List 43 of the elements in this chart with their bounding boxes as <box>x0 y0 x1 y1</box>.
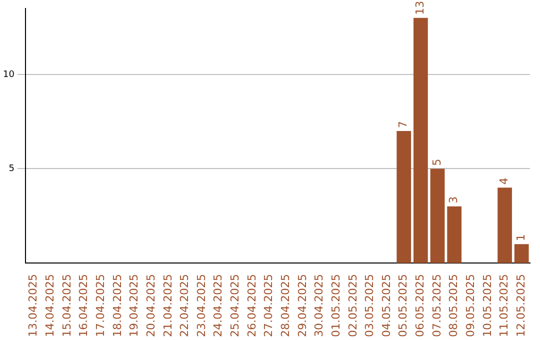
data-label: 7 <box>396 120 410 128</box>
bar <box>396 130 412 264</box>
x-tick-label: 17.04.2025 <box>94 274 107 338</box>
x-tick-label: 27.04.2025 <box>262 274 276 338</box>
x-tick-label: 22.04.2025 <box>178 274 192 338</box>
x-tick-label: 15.04.2025 <box>60 274 74 338</box>
x-tick-label: 16.04.2025 <box>77 274 90 338</box>
x-tick-label: 10.05.2025 <box>480 274 494 338</box>
data-label: 13 <box>414 0 427 15</box>
bar <box>447 206 462 264</box>
x-tick-label: 06.05.2025 <box>414 274 427 338</box>
bar <box>430 168 445 264</box>
bar <box>413 18 428 264</box>
x-tick-label: 25.04.2025 <box>228 274 242 338</box>
x-tick-label: 04.05.2025 <box>380 274 393 338</box>
x-tick-label: 21.04.2025 <box>161 274 174 338</box>
x-tick-label: 23.04.2025 <box>194 274 208 338</box>
x-tick-label: 01.05.2025 <box>329 274 342 338</box>
data-label: 3 <box>447 196 460 204</box>
x-tick-label: 29.04.2025 <box>296 274 309 338</box>
data-label: 4 <box>498 178 511 185</box>
x-tick-label: 12.05.2025 <box>514 274 528 338</box>
x-tick-label: 18.04.2025 <box>110 274 124 338</box>
x-tick-label: 13.04.2025 <box>26 274 40 338</box>
x-tick-label: 28.04.2025 <box>278 274 292 338</box>
bar <box>498 188 512 264</box>
x-tick-label: 07.05.2025 <box>430 274 444 338</box>
x-tick-label: 05.05.2025 <box>396 274 410 338</box>
x-tick-label: 19.04.2025 <box>128 274 141 338</box>
x-tick-label: 24.04.2025 <box>212 274 225 338</box>
bar <box>514 244 529 264</box>
data-label: 1 <box>514 234 528 242</box>
x-tick-label: 09.05.2025 <box>464 274 477 338</box>
x-tick-label: 30.04.2025 <box>312 274 326 338</box>
x-tick-label: 26.04.2025 <box>245 274 258 338</box>
y-tick-label: 10 <box>3 70 15 80</box>
x-tick-label: 11.05.2025 <box>498 274 511 338</box>
x-tick-label: 02.05.2025 <box>346 274 360 338</box>
x-tick-label: 03.05.2025 <box>363 274 376 338</box>
x-tick-label: 08.05.2025 <box>447 274 460 338</box>
x-tick-label: 20.04.2025 <box>144 274 158 338</box>
x-tick-label: 14.04.2025 <box>44 274 57 338</box>
data-label: 5 <box>430 158 444 166</box>
